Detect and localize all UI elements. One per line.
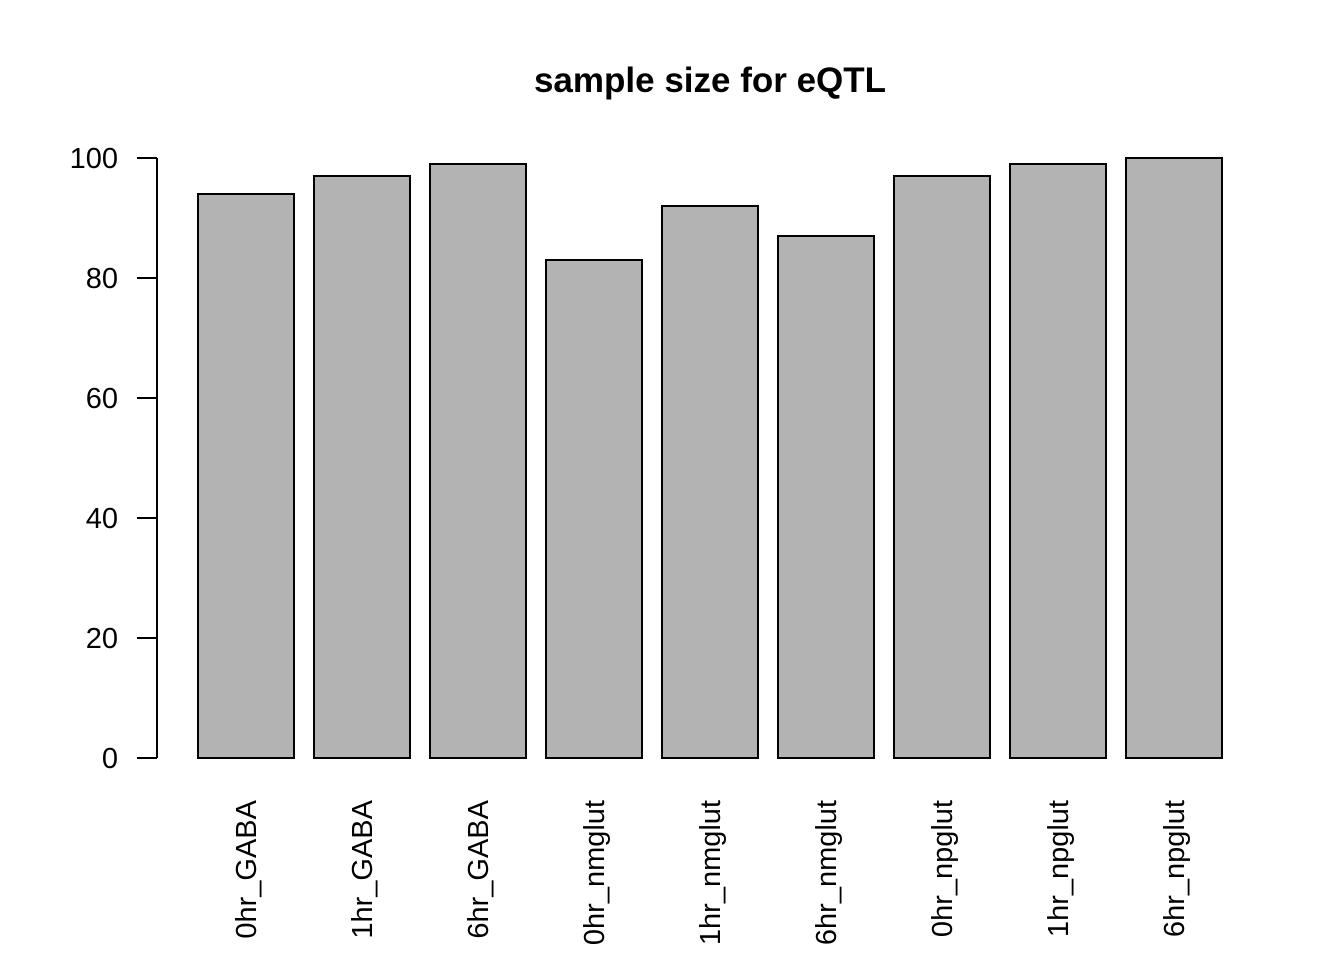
category-labels: 0hr_GABA 1hr_GABA 6hr_GABA 0hr_nmglut 1hr_nm…	[231, 799, 1191, 945]
y-tick-label: 80	[86, 263, 118, 295]
x-tick-label-6hr_npglut: 6hr_npglut	[1159, 800, 1191, 937]
x-tick-label-1hr_GABA: 1hr_GABA	[347, 799, 379, 938]
bar-0hr_nmglut	[545, 259, 643, 759]
x-tick-label-6hr_nmglut: 6hr_nmglut	[811, 800, 843, 945]
x-tick-label-0hr_npglut: 0hr_npglut	[927, 800, 959, 937]
bar-6hr_npglut	[1125, 157, 1223, 759]
y-tick-label: 20	[86, 623, 118, 655]
y-axis: 0 20 40 60 80 100	[70, 143, 158, 775]
x-tick-label-0hr_nmglut: 0hr_nmglut	[579, 800, 611, 945]
bar-1hr_GABA	[313, 175, 411, 759]
x-tick-label-6hr_GABA: 6hr_GABA	[463, 799, 495, 938]
bar-6hr_GABA	[429, 163, 527, 759]
bar-6hr_nmglut	[777, 235, 875, 759]
x-tick-label-0hr_GABA: 0hr_GABA	[231, 799, 263, 938]
bar-0hr_GABA	[197, 193, 295, 759]
bar-0hr_npglut	[893, 175, 991, 759]
x-tick-label-1hr_nmglut: 1hr_nmglut	[695, 800, 727, 945]
x-tick-label-1hr_npglut: 1hr_npglut	[1043, 800, 1075, 937]
y-tick-label: 0	[102, 743, 118, 775]
y-tick-label: 100	[70, 143, 118, 175]
y-tick-label: 40	[86, 503, 118, 535]
chart-title: sample size for eQTL	[534, 61, 886, 100]
bar-1hr_nmglut	[661, 205, 759, 759]
y-tick-label: 60	[86, 383, 118, 415]
bars-group	[197, 157, 1223, 759]
bar-1hr_npglut	[1009, 163, 1107, 759]
